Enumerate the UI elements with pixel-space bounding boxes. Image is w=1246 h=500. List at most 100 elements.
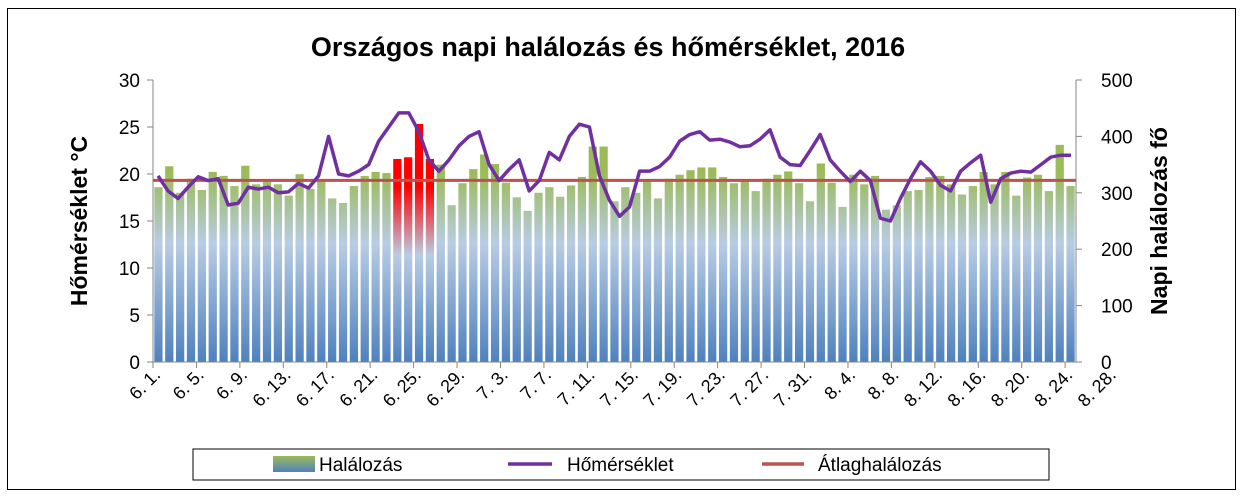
x-tick-label: 7. 19. xyxy=(639,365,685,411)
bar xyxy=(751,191,760,362)
legend-box xyxy=(192,448,1050,481)
left-tick-labels: 0 5 10 15 20 25 30 xyxy=(119,71,153,374)
right-tick-labels: 0 100 200 300 400 500 xyxy=(1076,71,1133,374)
y-axis-title-left: Hőmérséklet °C xyxy=(66,136,92,306)
bar xyxy=(512,197,521,362)
bar xyxy=(1012,195,1021,362)
x-tick-label: 8. 20. xyxy=(987,365,1033,411)
x-tick-label: 6. 9. xyxy=(212,365,251,404)
bar xyxy=(360,175,369,362)
legend-label-atlaghalalozas: Átlaghalálozás xyxy=(818,455,942,476)
bar xyxy=(968,186,977,362)
x-tick-label: 6. 5. xyxy=(169,365,208,404)
bar xyxy=(1044,191,1053,362)
bar xyxy=(447,205,456,362)
bar xyxy=(740,181,749,362)
bar xyxy=(708,167,717,362)
bar xyxy=(827,182,836,362)
bar xyxy=(936,175,945,362)
bar xyxy=(295,174,304,362)
bar xyxy=(436,164,445,362)
x-tick-label: 7. 7. xyxy=(516,365,555,404)
legend-label-homerseklet: Hőmérséklet xyxy=(567,455,674,476)
bar xyxy=(892,205,901,362)
legend-label-halalozas: Halálozás xyxy=(319,455,402,476)
x-tick-label: 6. 17. xyxy=(292,365,338,411)
bar xyxy=(1066,186,1075,362)
bar xyxy=(1023,177,1032,362)
x-tick-label: 8. 16. xyxy=(944,365,990,411)
x-tick-label: 8. 4. xyxy=(820,365,859,404)
x-tick-label: 8. 28. xyxy=(1074,365,1120,411)
bar xyxy=(957,194,967,362)
x-tick-label: 8. 12. xyxy=(900,365,946,411)
bar xyxy=(501,182,511,362)
left-tick-label: 5 xyxy=(129,306,140,327)
left-tick-label: 25 xyxy=(119,118,140,139)
left-tick-label: 30 xyxy=(119,71,140,92)
bar xyxy=(186,178,196,362)
bar xyxy=(599,146,608,362)
bar xyxy=(773,174,782,362)
bar xyxy=(860,184,869,362)
bar xyxy=(371,171,380,362)
bar xyxy=(230,186,239,362)
x-tick-label: 8. 8. xyxy=(864,365,903,404)
bar xyxy=(1055,144,1064,362)
bar xyxy=(480,154,489,362)
bar xyxy=(338,202,348,362)
left-tick-label: 10 xyxy=(119,259,140,280)
bar xyxy=(197,189,206,362)
bar xyxy=(545,187,554,362)
bar xyxy=(794,183,804,362)
right-tick-label: 100 xyxy=(1101,297,1133,318)
bar xyxy=(816,163,825,362)
bar xyxy=(784,171,793,362)
x-tick-label: 6. 13. xyxy=(249,365,295,411)
bar xyxy=(903,191,912,362)
bar xyxy=(762,178,771,362)
bar xyxy=(566,185,576,362)
right-tick-label: 200 xyxy=(1101,240,1133,261)
bar xyxy=(925,177,934,362)
bar-highlighted xyxy=(425,158,435,362)
bar xyxy=(176,192,185,362)
bar xyxy=(262,181,272,362)
x-tick-label: 7. 15. xyxy=(596,365,642,411)
bar xyxy=(675,174,684,362)
legend: Halálozás Hőmérséklet Átlaghalálozás xyxy=(192,448,1050,481)
bar xyxy=(914,189,923,362)
bar xyxy=(642,179,652,362)
x-tick-label: 8. 24. xyxy=(1030,365,1076,411)
bar xyxy=(686,170,695,362)
x-tick-label: 7. 31. xyxy=(770,365,816,411)
bar xyxy=(632,192,641,362)
bar xyxy=(219,175,228,362)
x-tick-labels: 6. 1. 6. 5. 6. 9.6. 13.6. 17.6. 21.6. 25.6… xyxy=(125,362,1120,411)
bar xyxy=(328,198,337,362)
bar xyxy=(947,184,956,362)
bar xyxy=(697,167,706,362)
bar xyxy=(241,165,250,362)
left-tick-label: 0 xyxy=(129,353,140,374)
x-tick-label: 7. 23. xyxy=(683,365,729,411)
bar xyxy=(349,186,359,362)
bar xyxy=(165,166,174,362)
bar xyxy=(284,195,293,362)
x-tick-label: 7. 11. xyxy=(554,365,599,410)
bar xyxy=(588,146,597,362)
bar xyxy=(990,184,999,362)
bar xyxy=(154,187,163,362)
left-tick-label: 20 xyxy=(119,165,140,186)
bar xyxy=(805,201,815,362)
bar xyxy=(317,181,326,362)
bar xyxy=(490,164,500,362)
chart-title: Országos napi halálozás és hőmérséklet, … xyxy=(311,32,905,62)
legend-swatch-halalozas xyxy=(273,456,315,472)
bar xyxy=(382,173,391,362)
bar-highlighted xyxy=(393,158,402,362)
chart-frame xyxy=(7,8,1236,490)
bar xyxy=(610,201,619,362)
x-tick-label: 6. 21. xyxy=(335,365,381,411)
